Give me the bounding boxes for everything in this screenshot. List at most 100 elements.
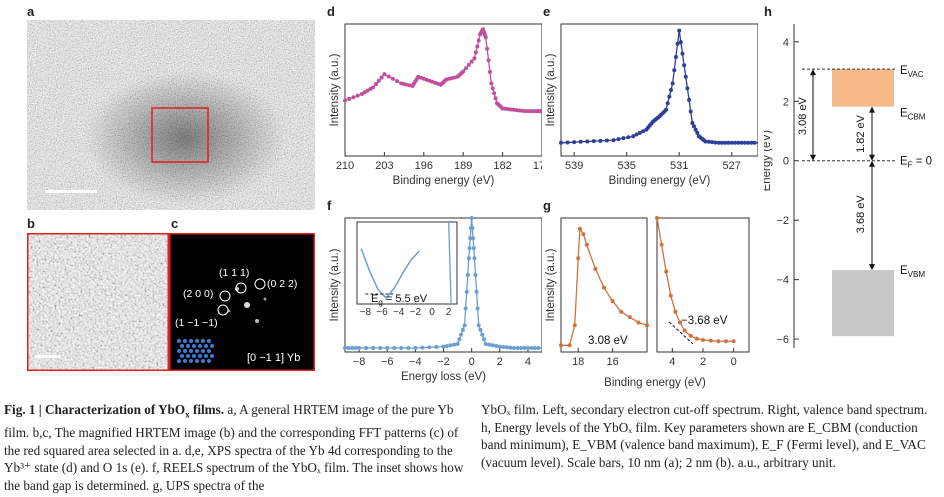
data-point [452, 342, 457, 347]
figure-caption-right: YbOₓ film. Left, secondary electron cut-… [481, 401, 939, 471]
caption-lead: Fig. 1 | Characterization of YbOx films. [4, 402, 225, 420]
data-point [685, 86, 690, 91]
data-point [382, 72, 387, 77]
panel-letter-e: e [543, 4, 551, 19]
data-point [578, 139, 583, 144]
data-point [385, 345, 390, 350]
x-tick-label: 4 [525, 356, 531, 368]
x-tick-label: 0 [731, 356, 737, 368]
data-point [532, 345, 537, 350]
data-point [525, 345, 530, 350]
data-point [637, 130, 642, 135]
data-point [668, 88, 673, 92]
data-point [481, 337, 486, 342]
inset-tick-label: 0 [429, 307, 435, 318]
data-point [459, 332, 464, 337]
hrtem-image-b [27, 233, 169, 371]
x-tick-label: 2 [700, 356, 706, 368]
lattice-dot [189, 339, 193, 343]
panel-letter-h: h [764, 4, 772, 19]
lattice-dot [177, 339, 181, 343]
y-tick-label: −2 [776, 215, 789, 227]
ups-right-frame [656, 217, 750, 353]
lattice-dot [183, 349, 187, 353]
data-point [559, 343, 563, 348]
data-point [664, 269, 669, 274]
inset-peak-line [448, 221, 452, 305]
data-point [413, 345, 418, 350]
data-point [489, 81, 494, 86]
x-tick-label: 196 [415, 160, 433, 172]
data-point [585, 139, 590, 144]
hrtem-image-a [27, 20, 315, 210]
fft-label: (1 1 1) [219, 267, 249, 279]
data-point [406, 345, 411, 350]
spectrum-line [344, 27, 542, 112]
x-tick-label: 210 [336, 160, 354, 172]
data-point [353, 345, 358, 350]
data-point [490, 86, 495, 91]
data-point [483, 35, 488, 40]
data-point [749, 140, 754, 145]
inset-tick-label: −4 [393, 307, 405, 318]
lattice-dot [210, 354, 214, 358]
data-point [538, 109, 542, 114]
data-point [673, 55, 678, 59]
lattice-dot [201, 349, 205, 353]
data-point [480, 332, 485, 337]
data-point [469, 59, 474, 64]
data-point [572, 323, 577, 328]
data-point [474, 289, 479, 294]
data-point [659, 242, 664, 247]
data-point [616, 137, 621, 142]
arrow-cbm-fermi-head [869, 154, 875, 161]
data-point [677, 28, 682, 33]
data-point [463, 306, 468, 311]
data-point [468, 236, 473, 241]
arrow-vac-fermi-head [810, 154, 816, 161]
data-point [460, 327, 465, 332]
data-point [683, 74, 688, 79]
panel-letter-a: a [27, 4, 35, 19]
lattice-dot [198, 344, 202, 348]
data-point [726, 140, 731, 145]
data-point [602, 285, 606, 290]
x-tick-label: 531 [670, 160, 688, 172]
data-point [420, 345, 425, 350]
data-point [736, 140, 741, 145]
data-point [395, 79, 400, 84]
lattice-dot [195, 359, 199, 363]
conduction-band [832, 69, 894, 107]
data-point [469, 216, 474, 220]
data-point [733, 140, 738, 145]
data-point [673, 309, 678, 314]
data-point [664, 107, 669, 112]
lattice-dot [180, 344, 184, 348]
lattice-dot [183, 359, 187, 363]
data-point [713, 140, 718, 145]
inset-tick-label: −6 [376, 307, 388, 318]
x-tick-label: 527 [723, 160, 741, 172]
data-point [716, 140, 721, 145]
data-point [576, 256, 581, 261]
y-axis-label: Intensity (a.u.) [329, 53, 341, 126]
x-tick-label: 203 [375, 160, 393, 172]
data-point [487, 342, 492, 347]
x-tick-label: 535 [617, 160, 635, 172]
arrow-vac-fermi-head [810, 69, 816, 76]
data-point [706, 139, 711, 144]
data-point [434, 344, 439, 349]
bandgap-annotation: Eg = 5.5 eV [371, 293, 428, 307]
data-point [343, 98, 347, 103]
ups-left-frame [560, 217, 648, 353]
xps-yb4d-chart: 210 203 196 189 182 175 Binding energy (eV) Int… [329, 23, 542, 187]
data-point [636, 320, 641, 325]
data-point [641, 129, 646, 134]
x-tick-label: 18 [572, 356, 584, 368]
panel-letter-f: f [327, 198, 332, 213]
data-point [621, 136, 626, 141]
data-point [492, 91, 497, 96]
data-point [445, 343, 450, 348]
data-point [645, 323, 649, 328]
caption-text: a, A general HRTEM image of the pure Yb … [4, 402, 464, 493]
